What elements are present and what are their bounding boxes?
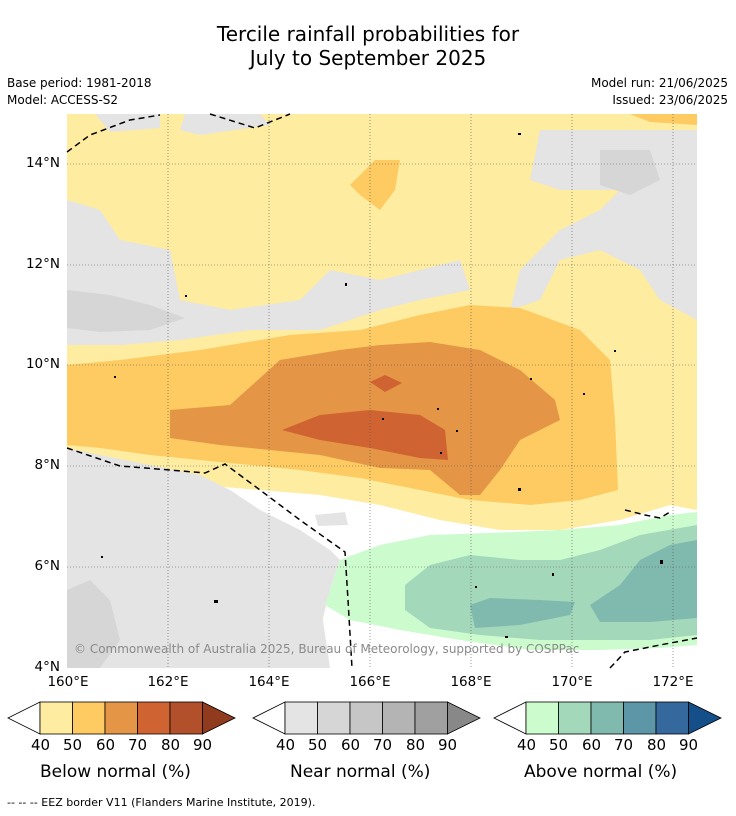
above-swatch-0 — [525, 701, 559, 735]
near-spot — [212, 500, 245, 528]
below-swatch-3 — [137, 701, 171, 735]
eez-footnote: -- -- -- EEZ border V11 (Flanders Marine… — [7, 796, 316, 809]
lon-label-168e: 168°E — [450, 674, 492, 690]
probability-field — [67, 114, 697, 668]
lon-label-160e: 160°E — [47, 674, 89, 690]
near-tick-40: 40 — [276, 736, 296, 754]
island-marks — [101, 133, 663, 638]
colorbar-near — [252, 701, 481, 735]
lat-label-14n: 14°N — [25, 155, 60, 171]
map-credit: © Commonwealth of Australia 2025, Bureau… — [74, 642, 579, 656]
below-tick-70: 70 — [128, 736, 148, 754]
model-name: Model: ACCESS-S2 — [7, 93, 119, 107]
below-50-60-top-spot — [350, 160, 400, 210]
below-tick-40: 40 — [31, 736, 51, 754]
above-swatch-3 — [623, 701, 657, 735]
lat-label-8n: 8°N — [34, 457, 60, 473]
above-swatch-1 — [558, 701, 592, 735]
near-north-patch — [67, 200, 470, 345]
above-tick-60: 60 — [582, 736, 602, 754]
near-tick-60: 60 — [341, 736, 361, 754]
near-north-inner — [67, 290, 185, 332]
lat-label-12n: 12°N — [25, 256, 60, 272]
near-spot-2 — [315, 512, 348, 526]
above-60-70-region — [470, 598, 575, 628]
issued-date: Issued: 23/06/2025 — [612, 93, 728, 107]
near-swatch-1 — [317, 701, 351, 735]
near-top-mid — [180, 114, 270, 135]
below-colorbar-left-arrow — [7, 701, 41, 735]
below-swatch-2 — [104, 701, 138, 735]
lat-label-6n: 6°N — [34, 558, 60, 574]
above-colorbar-left-arrow — [493, 701, 527, 735]
near-south-west-inner — [67, 580, 120, 668]
lon-label-172e: 172°E — [652, 674, 694, 690]
below-tick-50: 50 — [63, 736, 83, 754]
below-tick-80: 80 — [161, 736, 181, 754]
eez-borders — [66, 113, 698, 669]
near-colorbar-left-arrow — [252, 701, 286, 735]
above-swatch-2 — [590, 701, 624, 735]
below-swatch-4 — [169, 701, 203, 735]
above-tick-70: 70 — [614, 736, 634, 754]
meta-left: Base period: 1981-2018 Model: ACCESS-S2 — [7, 75, 152, 109]
above-tick-90: 90 — [679, 736, 699, 754]
below-swatch-0 — [39, 701, 73, 735]
title-line-1: Tercile rainfall probabilities for — [216, 22, 520, 46]
title-line-2: July to September 2025 — [249, 46, 487, 70]
near-south-mid — [160, 560, 330, 668]
map-title: Tercile rainfall probabilities for July … — [0, 22, 736, 70]
lat-label-10n: 10°N — [25, 356, 60, 372]
lon-label-164e: 164°E — [248, 674, 290, 690]
below-colorbar-label: Below normal (%) — [40, 762, 191, 782]
lat-label-4n: 4°N — [34, 659, 60, 675]
above-tick-50: 50 — [549, 736, 569, 754]
above-60-70-east — [590, 540, 697, 622]
map-grid — [67, 114, 697, 668]
near-tick-90: 90 — [438, 736, 458, 754]
above-colorbar-right-arrow — [688, 701, 722, 735]
near-swatch-3 — [382, 701, 416, 735]
near-tick-70: 70 — [373, 736, 393, 754]
below-colorbar-right-arrow — [202, 701, 236, 735]
base-period: Base period: 1981-2018 — [7, 76, 152, 90]
near-colorbar-right-arrow — [447, 701, 481, 735]
above-swatch-4 — [655, 701, 689, 735]
model-run: Model run: 21/06/2025 — [590, 76, 728, 90]
near-swatch-2 — [349, 701, 383, 735]
below-70-80-region — [282, 410, 448, 460]
below-50-60-top-right — [630, 114, 697, 125]
lon-label-162e: 162°E — [147, 674, 189, 690]
lon-label-166e: 166°E — [349, 674, 391, 690]
below-tick-90: 90 — [193, 736, 213, 754]
meta-right: Model run: 21/06/2025 Issued: 23/06/2025 — [591, 75, 728, 109]
near-swatch-4 — [414, 701, 448, 735]
above-tick-80: 80 — [647, 736, 667, 754]
below-70-80-spot — [370, 375, 402, 392]
colorbar-below — [7, 701, 236, 735]
near-tick-50: 50 — [308, 736, 328, 754]
above-tick-40: 40 — [517, 736, 537, 754]
colorbar-above — [493, 701, 722, 735]
near-swatch-0 — [284, 701, 318, 735]
near-tick-80: 80 — [406, 736, 426, 754]
near-colorbar-label: Near normal (%) — [290, 762, 431, 782]
near-north-east-inner — [600, 150, 660, 195]
above-colorbar-label: Above normal (%) — [524, 762, 678, 782]
lon-label-170e: 170°E — [551, 674, 593, 690]
below-swatch-1 — [72, 701, 106, 735]
below-tick-60: 60 — [96, 736, 116, 754]
